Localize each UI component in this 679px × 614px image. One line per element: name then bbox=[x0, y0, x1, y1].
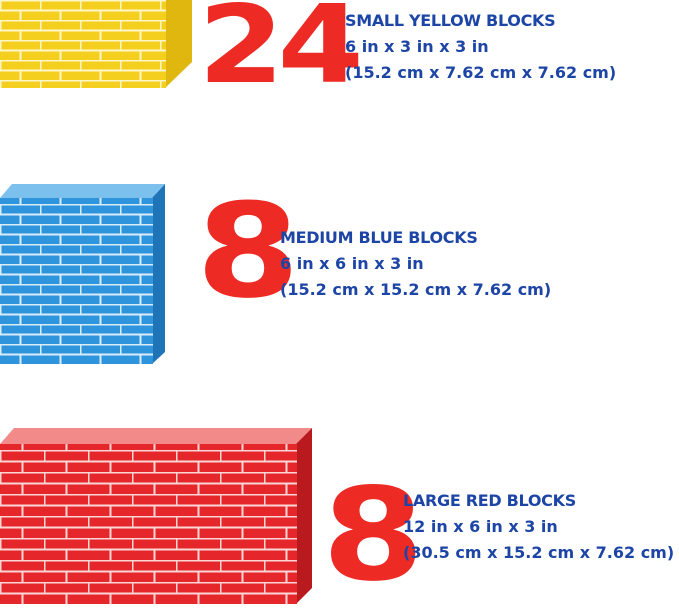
blue-count: 8 bbox=[196, 175, 300, 327]
yellow-title: SMALL YELLOW BLOCKS bbox=[345, 11, 556, 30]
small-yellow-block-image bbox=[0, 0, 192, 88]
red-imperial: 12 in x 6 in x 3 in bbox=[403, 517, 558, 536]
medium-blue-block-image bbox=[0, 184, 165, 364]
blue-info: MEDIUM BLUE BLOCKS 6 in x 6 in x 3 in (1… bbox=[280, 225, 551, 303]
red-info: LARGE RED BLOCKS 12 in x 6 in x 3 in (30… bbox=[403, 488, 674, 566]
blue-title: MEDIUM BLUE BLOCKS bbox=[280, 228, 478, 247]
red-title: LARGE RED BLOCKS bbox=[403, 491, 576, 510]
blue-imperial: 6 in x 6 in x 3 in bbox=[280, 254, 424, 273]
yellow-metric: (15.2 cm x 7.62 cm x 7.62 cm) bbox=[345, 63, 617, 82]
red-count: 8 bbox=[322, 461, 424, 610]
yellow-count: 24 bbox=[198, 0, 364, 108]
blue-metric: (15.2 cm x 15.2 cm x 7.62 cm) bbox=[280, 280, 552, 299]
yellow-imperial: 6 in x 3 in x 3 in bbox=[345, 37, 489, 56]
yellow-info: SMALL YELLOW BLOCKS 6 in x 3 in x 3 in (… bbox=[345, 8, 616, 86]
large-red-block-image bbox=[0, 428, 312, 604]
red-metric: (30.5 cm x 15.2 cm x 7.62 cm) bbox=[403, 543, 675, 562]
